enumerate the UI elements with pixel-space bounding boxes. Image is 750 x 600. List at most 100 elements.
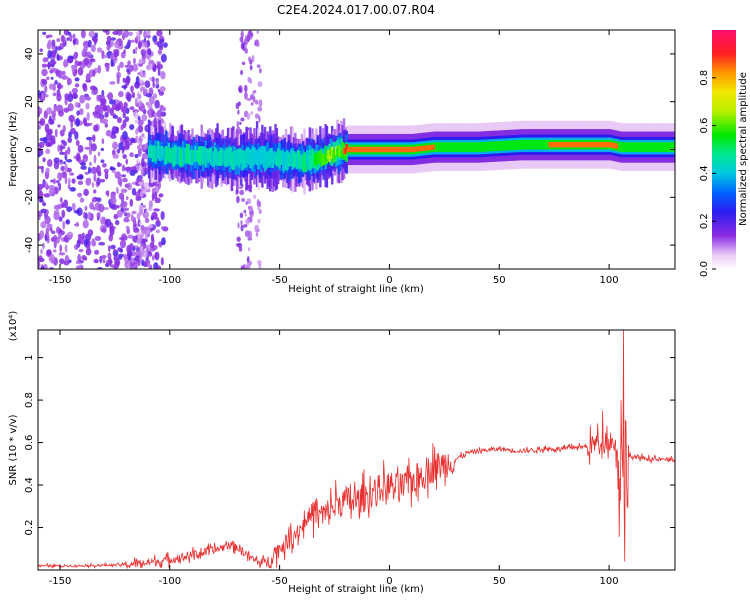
ridge-cell: [247, 148, 251, 165]
noise-speckle: [61, 75, 68, 80]
noise-speckle: [82, 117, 88, 125]
noise-speckle: [53, 204, 60, 210]
noise-speckle: [146, 186, 151, 191]
ridge-cell: [269, 148, 272, 168]
noise-speckle: [82, 219, 89, 229]
noise-speckle: [72, 33, 76, 39]
ridge-cell: [267, 150, 271, 165]
ridge-cell: [179, 147, 182, 168]
noise-speckle: [86, 243, 91, 251]
noise-speckle: [157, 48, 163, 55]
spectrogram-x-axis-title: Height of straight line (km): [288, 284, 424, 295]
noise-speckle: [106, 45, 111, 51]
noise-speckle: [67, 137, 73, 143]
noise-speckle: [44, 85, 48, 93]
noise-speckle: [244, 47, 249, 54]
ridge-cell: [378, 146, 381, 153]
ridge-cell: [523, 139, 526, 150]
noise-speckle: [64, 254, 70, 264]
ridge-cell: [373, 146, 376, 153]
noise-speckle: [70, 127, 76, 135]
noise-speckle: [129, 106, 135, 111]
noise-speckle: [238, 246, 243, 252]
ridge-cell: [398, 146, 401, 153]
ridge-cell: [603, 142, 607, 148]
ridge-cell: [611, 142, 615, 148]
ridge-cell: [487, 141, 491, 152]
noise-speckle: [106, 105, 111, 114]
ridge-cell: [597, 142, 600, 148]
ridge-cell: [348, 146, 351, 153]
noise-speckle: [106, 259, 113, 265]
noise-speckle: [96, 165, 101, 175]
noise-speckle: [106, 94, 112, 98]
ridge-cell: [433, 142, 437, 152]
noise-speckle: [156, 41, 163, 48]
ridge-cell: [174, 144, 177, 164]
noise-speckle: [139, 69, 144, 78]
noise-speckle: [88, 30, 96, 38]
ridge-cell: [491, 141, 495, 152]
y-tick-label: 1: [24, 354, 35, 360]
ridge-cell: [598, 142, 601, 148]
noise-speckle: [85, 73, 91, 82]
ridge-cell: [522, 139, 525, 150]
noise-speckle: [122, 130, 128, 140]
noise-speckle: [61, 202, 65, 209]
noise-speckle: [128, 64, 134, 72]
ridge-cell: [570, 142, 574, 148]
ridge-cell: [415, 146, 418, 152]
noise-speckle: [87, 211, 92, 220]
ridge-cell: [342, 148, 346, 154]
ridge-cell: [167, 142, 170, 163]
noise-speckle: [151, 211, 158, 220]
noise-speckle: [52, 234, 58, 242]
noise-speckle: [108, 99, 116, 105]
noise-speckle: [113, 264, 118, 269]
ridge-cell: [580, 142, 583, 148]
ridge-cell: [395, 146, 398, 153]
ridge-cell: [212, 151, 215, 168]
ridge-cell: [224, 150, 227, 167]
noise-speckle: [248, 205, 254, 213]
ridge-cell: [601, 142, 604, 148]
noise-speckle: [141, 259, 145, 267]
noise-speckle: [54, 80, 58, 85]
ridge-cell: [344, 147, 347, 155]
noise-speckle: [136, 63, 139, 67]
noise-speckle: [240, 265, 244, 269]
noise-speckle: [52, 178, 56, 185]
noise-speckle: [71, 87, 79, 94]
noise-speckle: [84, 146, 91, 150]
noise-speckle: [101, 163, 107, 168]
noise-speckle: [112, 153, 119, 159]
noise-speckle: [250, 102, 254, 106]
noise-speckle: [155, 229, 160, 234]
noise-speckle: [46, 107, 53, 115]
noise-speckle: [62, 220, 66, 230]
noise-speckle: [57, 104, 62, 110]
ridge-cell: [539, 139, 542, 150]
ridge-cell: [420, 145, 424, 152]
ridge-cell: [242, 150, 246, 169]
ridge-cell: [195, 149, 198, 162]
noise-speckle: [123, 101, 128, 109]
noise-speckle: [246, 198, 252, 205]
ridge-cell: [190, 149, 193, 163]
noise-speckle: [44, 234, 48, 242]
noise-speckle: [40, 208, 47, 214]
noise-speckle: [160, 257, 164, 266]
ridge-cell: [412, 146, 416, 152]
noise-speckle: [123, 49, 126, 54]
noise-speckle: [240, 117, 245, 122]
ridge-cell: [250, 150, 254, 167]
noise-speckle: [236, 236, 241, 242]
ridge-cell: [147, 146, 151, 158]
ridge-cell: [569, 142, 572, 148]
ridge-cell: [171, 146, 174, 166]
noise-speckle: [43, 193, 51, 198]
noise-speckle: [153, 208, 160, 212]
noise-speckle: [112, 30, 120, 36]
y-tick-label: 0.8: [24, 392, 35, 408]
noise-speckle: [101, 227, 106, 233]
